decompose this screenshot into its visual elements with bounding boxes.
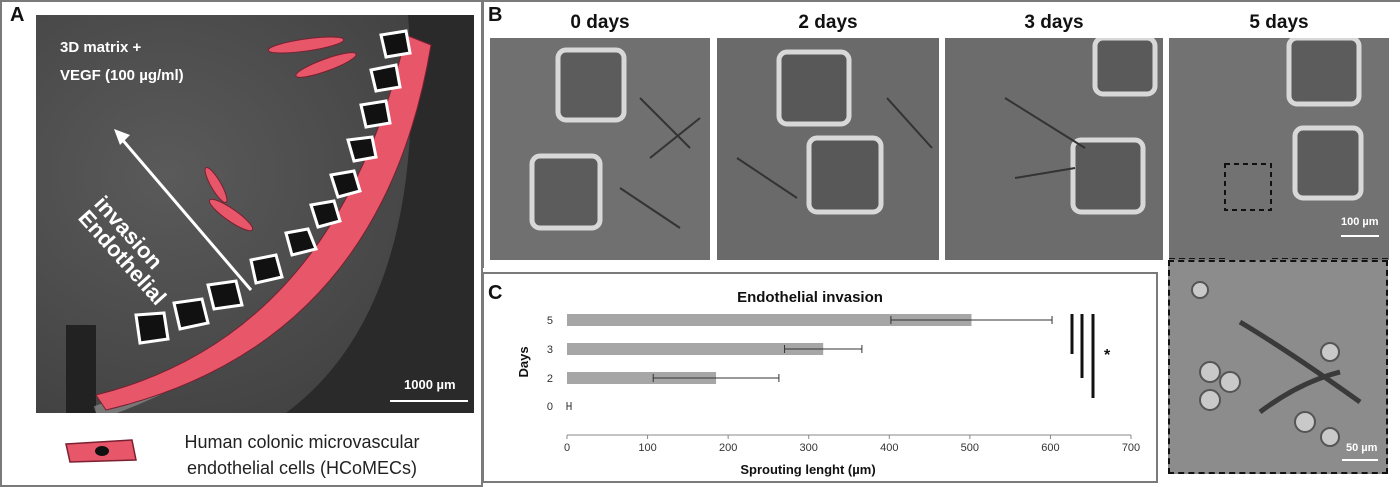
micrograph-day-2 [717,38,939,260]
panel-c-label: C [488,282,503,304]
day-5-scalebar-label: 100 µm [1341,216,1379,228]
zoom-region [1224,163,1272,211]
y-tick-label: 0 [547,401,553,413]
invasion-arrow [114,129,253,291]
matrix-pores [134,29,412,345]
y-tick-label: 3 [547,344,553,356]
panel-a-micrograph: 3D matrix + VEGF (100 µg/ml) Endothelial… [36,15,474,413]
invading-cells [204,36,357,232]
panel-a: A [0,0,483,487]
bar [567,372,717,384]
x-tick-label: 700 [1122,442,1140,454]
micrograph-day-3 [945,38,1163,260]
y-tick-label: 2 [547,373,553,385]
chart-xlabel: Sprouting lenght (µm) [740,462,875,477]
day-label-2: 3 days [1024,12,1084,33]
panel-b-label: B [488,4,503,26]
invasion-chart: Endothelial invasion Sprouting lenght (µ… [516,289,1140,477]
significance-star: * [1104,347,1111,364]
matrix-label-line2: VEGF (100 µg/ml) [60,67,184,84]
zoom-inset: 50 µm [1168,260,1388,474]
legend-line2: endothelial cells (HCoMECs) [186,458,418,478]
x-tick-label: 300 [800,442,818,454]
panel-a-scalebar-label: 1000 µm [404,377,456,392]
panel-a-illustration [36,15,474,413]
x-tick-label: 500 [961,442,979,454]
micrograph-day-5: 100 µm [1169,38,1389,260]
chart-title: Endothelial invasion [737,289,883,306]
bar [567,314,972,326]
bar [567,343,824,355]
day-label-3: 5 days [1249,12,1309,33]
x-tick-label: 100 [638,442,656,454]
x-tick-label: 200 [719,442,737,454]
micrograph-day-0 [490,38,710,260]
legend-line1: Human colonic microvascular [184,432,420,452]
x-tick-label: 600 [1041,442,1059,454]
x-tick-label: 0 [564,442,570,454]
x-tick-label: 400 [880,442,898,454]
y-tick-label: 5 [547,315,553,327]
panel-a-label: A [10,4,25,26]
day-label-1: 2 days [798,12,858,33]
hcomec-cell-icon [65,439,137,463]
zoom-scalebar-label: 50 µm [1346,442,1378,454]
day-label-0: 0 days [570,12,630,33]
matrix-label-line1: 3D matrix + [60,39,142,56]
chart-ylabel: Days [516,346,531,377]
significance-brackets [1070,314,1095,398]
